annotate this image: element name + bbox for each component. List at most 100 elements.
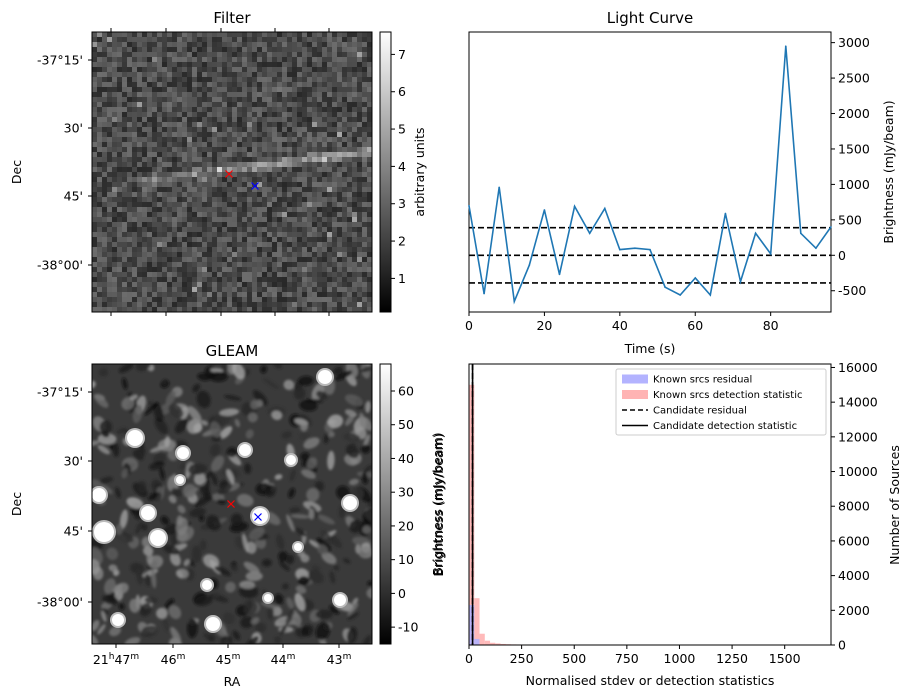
filter-pixel: [202, 37, 208, 43]
filter-pixel: [122, 287, 128, 293]
filter-pixel: [102, 97, 108, 103]
filter-pixel: [247, 172, 253, 178]
filter-pixel: [92, 157, 98, 163]
filter-pixel: [112, 247, 118, 253]
filter-pixel: [237, 207, 243, 213]
filter-pixel: [282, 177, 288, 183]
filter-pixel: [302, 127, 308, 133]
filter-pixel: [237, 57, 243, 63]
filter-pixel: [287, 212, 293, 218]
filter-pixel: [172, 57, 178, 63]
filter-pixel: [257, 207, 263, 213]
filter-pixel: [107, 297, 113, 303]
filter-pixel: [92, 307, 98, 313]
filter-pixel: [317, 227, 323, 233]
legend-swatch: [622, 374, 648, 384]
filter-pixel: [352, 302, 358, 308]
filter-pixel: [217, 42, 223, 48]
filter-pixel: [207, 72, 213, 78]
gleam-noise-blob: [286, 597, 295, 610]
filter-pixel: [182, 282, 188, 288]
filter-pixel: [142, 77, 148, 83]
filter-pixel: [357, 67, 363, 73]
filter-pixel: [227, 292, 233, 298]
filter-pixel: [282, 142, 288, 148]
ra-main: 46: [161, 652, 177, 667]
filter-pixel: [297, 247, 303, 253]
filter-pixel: [287, 267, 293, 273]
filter-pixel: [152, 182, 158, 188]
filter-pixel: [167, 107, 173, 113]
filter-pixel: [277, 282, 283, 288]
filter-pixel: [112, 197, 118, 203]
filter-pixel: [202, 212, 208, 218]
filter-pixel: [267, 32, 273, 38]
filter-pixel: [282, 257, 288, 263]
filter-pixel: [322, 252, 328, 258]
filter-pixel: [157, 287, 163, 293]
histogram-xticks: 0 250 500 750 1000 1250 1500: [465, 645, 801, 666]
filter-pixel: [352, 212, 358, 218]
filter-pixel: [162, 297, 168, 303]
filter-pixel: [267, 72, 273, 78]
filter-pixel: [322, 127, 328, 133]
filter-pixel: [157, 137, 163, 143]
filter-pixel: [202, 47, 208, 53]
filter-pixel: [172, 32, 178, 38]
filter-pixel: [202, 297, 208, 303]
gleam-noise-blob: [329, 571, 336, 584]
filter-pixel: [172, 212, 178, 218]
filter-pixel: [332, 302, 338, 308]
filter-pixel: [237, 247, 243, 253]
gleam-noise-blob: [290, 514, 310, 519]
filter-pixel: [252, 272, 258, 278]
filter-pixel: [257, 162, 263, 168]
colorbar-tick-label: 2: [398, 234, 406, 249]
filter-pixel: [322, 32, 328, 38]
filter-pixel: [142, 302, 148, 308]
filter-pixel: [107, 92, 113, 98]
filter-pixel: [177, 272, 183, 278]
filter-pixel: [362, 282, 368, 288]
filter-pixel: [107, 227, 113, 233]
filter-pixel: [347, 47, 353, 53]
filter-pixel: [287, 52, 293, 58]
gleam-colorbar-label: Brightness (mJy/beam): [430, 432, 445, 575]
filter-pixel: [287, 122, 293, 128]
filter-pixel: [177, 122, 183, 128]
filter-pixel: [362, 72, 368, 78]
filter-pixel: [337, 142, 343, 148]
filter-pixel: [167, 187, 173, 193]
gleam-noise-blob: [230, 564, 239, 572]
filter-pixel: [207, 117, 213, 123]
filter-pixel: [117, 232, 123, 238]
light-curve-point: [694, 277, 697, 279]
filter-pixel: [227, 307, 233, 313]
filter-pixel: [102, 57, 108, 63]
filter-pixel: [152, 147, 158, 153]
filter-pixel: [127, 292, 133, 298]
filter-pixel: [267, 162, 273, 168]
filter-pixel: [132, 167, 138, 173]
filter-pixel: [167, 242, 173, 248]
filter-pixel: [222, 217, 228, 223]
filter-pixel: [277, 127, 283, 133]
filter-pixel: [282, 157, 288, 163]
filter-pixel: [132, 102, 138, 108]
gleam-noise-blob: [153, 402, 164, 423]
filter-pixel: [232, 177, 238, 183]
filter-pixel: [267, 267, 273, 273]
filter-pixel: [202, 162, 208, 168]
filter-pixel: [267, 47, 273, 53]
filter-pixel: [147, 42, 153, 48]
filter-pixel: [252, 217, 258, 223]
filter-pixel: [252, 157, 258, 163]
filter-pixel: [227, 47, 233, 53]
filter-pixel: [157, 47, 163, 53]
filter-pixel: [242, 37, 248, 43]
filter-pixel: [247, 147, 253, 153]
filter-pixel: [322, 232, 328, 238]
filter-pixel: [127, 107, 133, 113]
filter-pixel: [362, 297, 368, 303]
ra-main: 45: [216, 652, 232, 667]
